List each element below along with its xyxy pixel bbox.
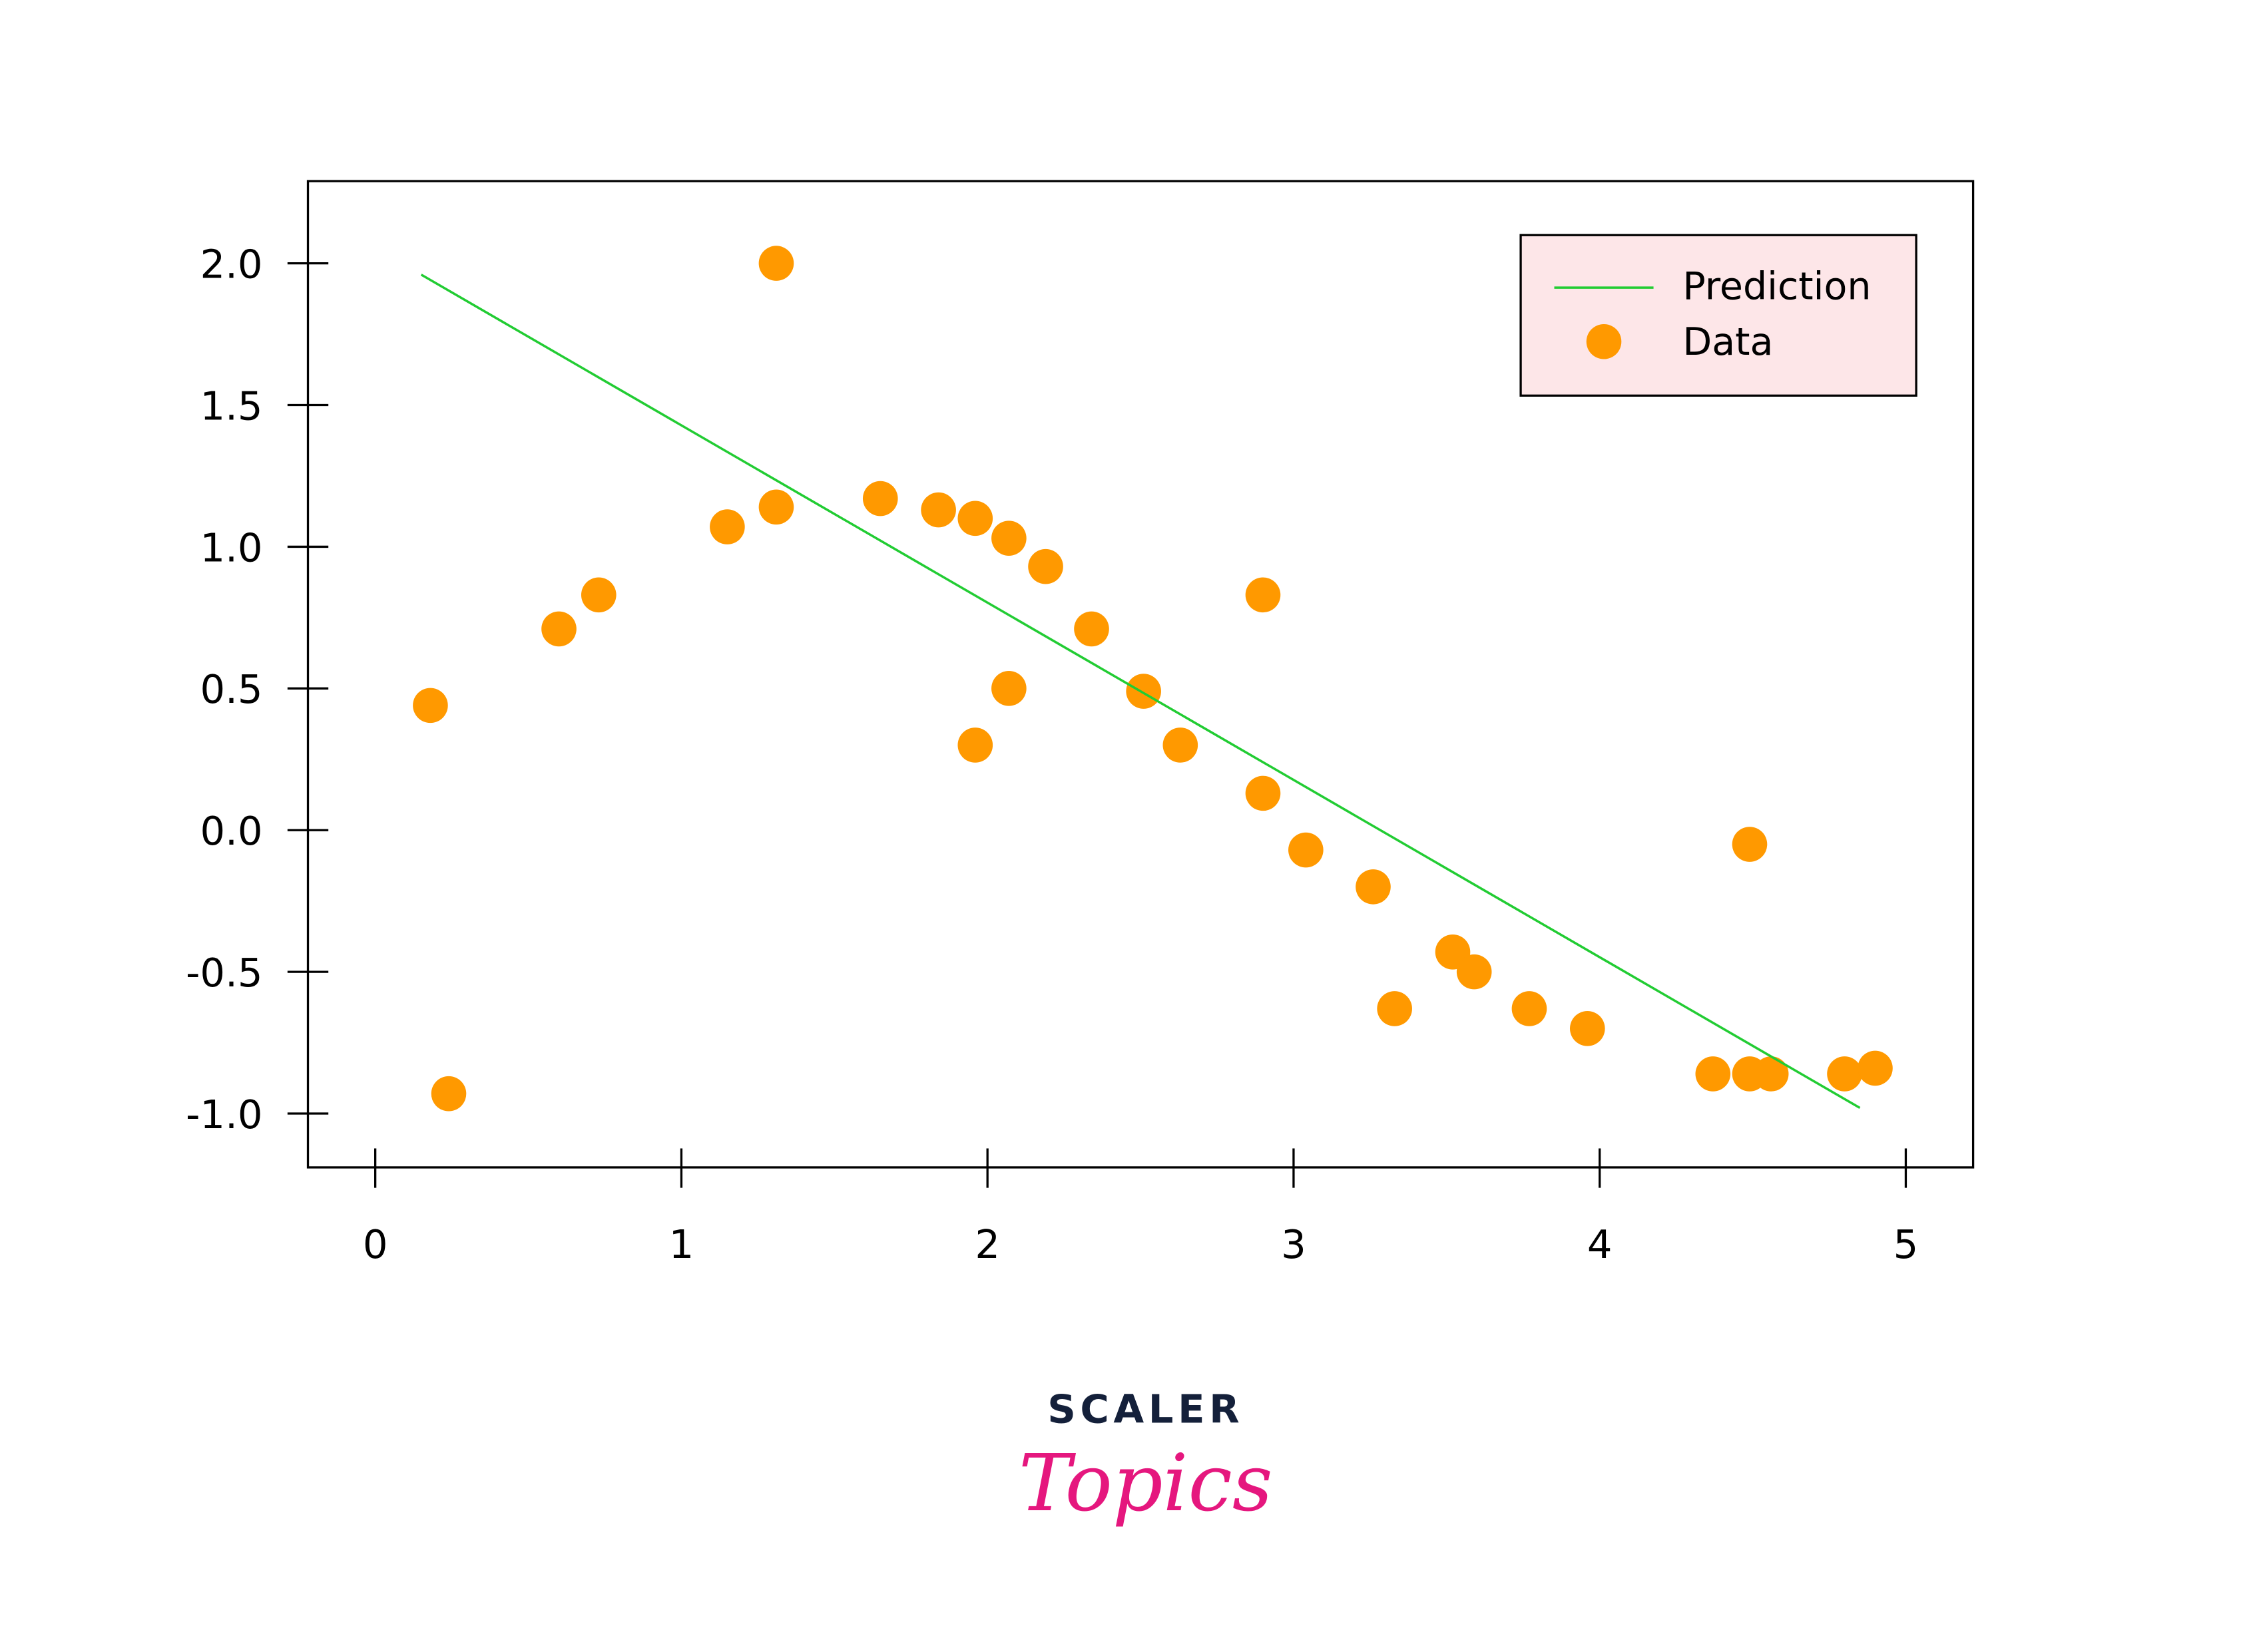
data-point (1858, 1050, 1893, 1086)
data-point (1695, 1056, 1731, 1092)
data-point (1753, 1056, 1789, 1092)
logo-topics-text: Topics (1019, 1437, 1273, 1529)
data-point (1456, 954, 1492, 990)
data-point (862, 481, 898, 516)
data-point (1288, 832, 1324, 868)
data-point (1028, 548, 1063, 584)
legend: Prediction Data (1519, 234, 1917, 397)
data-point (710, 509, 745, 544)
data-point (1732, 827, 1768, 862)
x-tick-label: 0 (363, 1221, 388, 1267)
legend-data-marker (1586, 323, 1622, 359)
x-tick-label: 3 (1281, 1221, 1306, 1267)
data-point (1126, 674, 1161, 709)
data-point (991, 520, 1027, 556)
y-tick-label: 0.0 (200, 808, 262, 854)
scaler-topics-logo: SCALER Topics (1019, 1386, 1273, 1530)
data-point (1074, 611, 1109, 647)
data-point (431, 1076, 467, 1112)
y-tick-label: 1.0 (200, 524, 262, 570)
x-tick-label: 2 (975, 1221, 1000, 1267)
y-tick-label: 2.0 (200, 242, 262, 288)
data-point (957, 501, 993, 536)
data-point (1377, 991, 1412, 1026)
y-tick-label: 1.5 (200, 383, 262, 429)
data-point (921, 492, 956, 528)
data-point (758, 489, 794, 525)
data-point (1569, 1010, 1605, 1046)
legend-data-label: Data (1682, 320, 1773, 364)
data-point (1827, 1056, 1862, 1092)
y-tick-label: -1.0 (186, 1092, 262, 1137)
x-tick-label: 5 (1893, 1221, 1919, 1267)
plot-frame (306, 180, 1975, 1169)
data-point (758, 246, 794, 281)
data-point (541, 611, 577, 647)
y-tick-label: -0.5 (186, 950, 262, 996)
data-point (1511, 991, 1547, 1026)
y-axis: 2.0 1.5 1.0 0.5 0.0 -0.5 -1.0 (186, 242, 329, 1137)
data-point (957, 727, 993, 763)
data-point (1245, 775, 1281, 811)
y-tick-label: 0.5 (200, 666, 262, 712)
data-point (413, 688, 448, 723)
x-tick-label: 4 (1587, 1221, 1613, 1267)
legend-prediction-label: Prediction (1682, 265, 1871, 309)
x-axis: 0 1 2 3 4 5 (363, 1148, 1918, 1267)
x-tick-label: 1 (669, 1221, 694, 1267)
data-point (991, 671, 1027, 706)
logo-scaler-text: SCALER (1047, 1386, 1244, 1432)
data-point (1245, 577, 1281, 613)
prediction-line (420, 274, 1861, 1110)
legend-box (1519, 234, 1917, 397)
data-point (581, 577, 617, 613)
data-point (1162, 727, 1198, 763)
plot-series (413, 246, 1893, 1112)
data-point (1356, 869, 1391, 905)
